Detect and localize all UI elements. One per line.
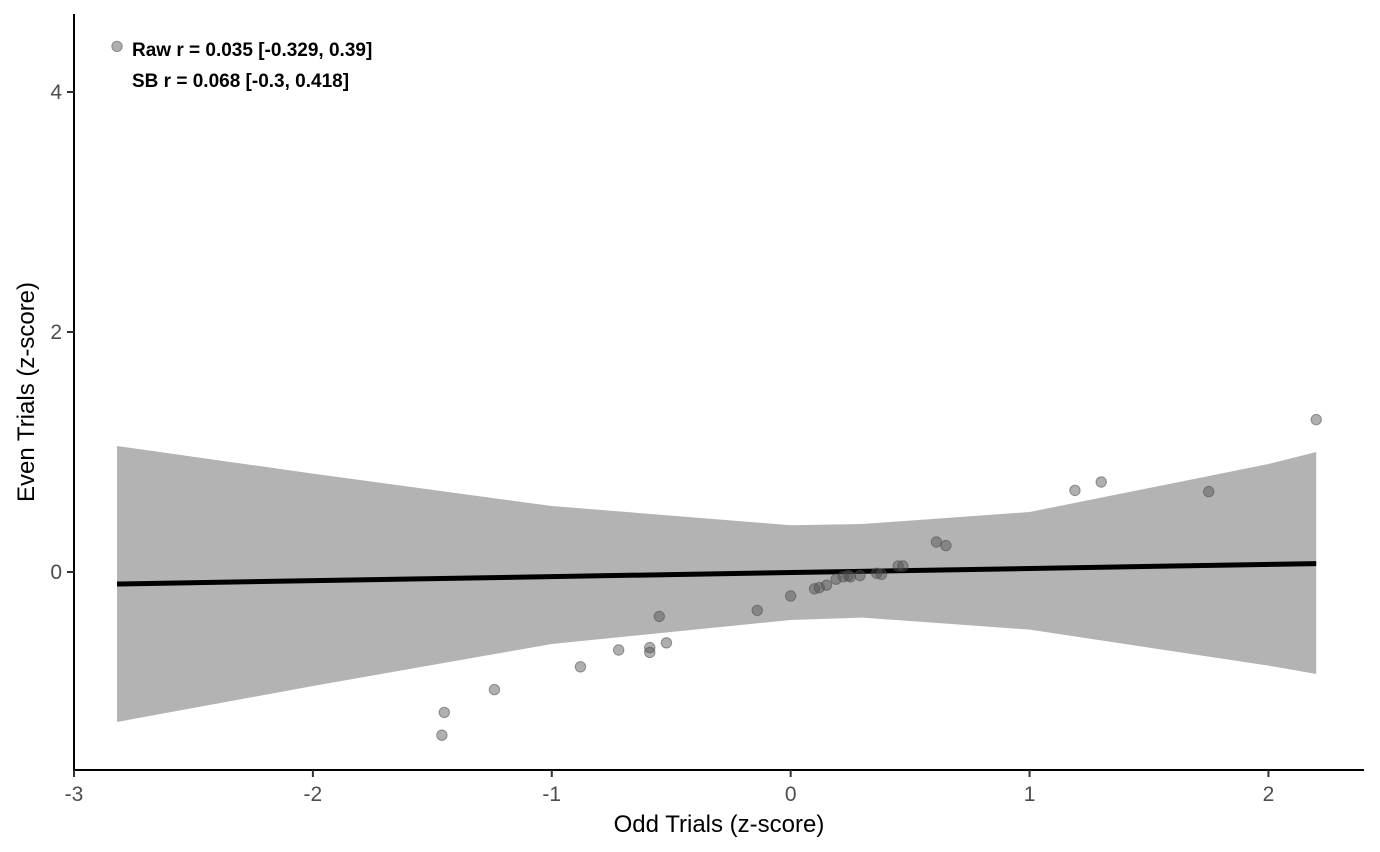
data-point [438,706,450,719]
data-point [875,568,888,581]
x-tick-label: -3 [65,783,84,806]
x-axis-title: Odd Trials (z-score) [614,811,825,838]
regression-line [116,561,1317,587]
data-point [1095,476,1107,488]
data-point [653,610,665,623]
data-point [436,729,448,741]
data-point [813,581,826,594]
y-axis-title: Even Trials (z-score) [13,282,40,502]
data-point [644,641,656,654]
data-point [784,590,797,602]
data-point [897,560,909,572]
x-ticks: -3 -2 -1 0 1 2 [65,770,1275,806]
data-point [820,579,833,591]
data-point [488,683,501,696]
axes-layer [73,14,1364,771]
x-tick-label: -1 [542,783,561,806]
x-tick-label: 0 [785,783,797,806]
annotation-raw-r: Raw r = 0.035 [-0.329, 0.39] [132,40,372,61]
data-point [1203,485,1215,498]
data-points-layer [111,40,1322,741]
x-tick-label: -2 [304,783,323,806]
regression-line-layer [116,561,1317,587]
y-tick-label: 0 [50,561,62,584]
data-point [854,569,866,582]
annotation-sb-r: SB r = 0.068 [-0.3, 0.418] [132,71,349,92]
data-point [1310,413,1322,426]
confidence-band-layer [117,446,1317,722]
data-point [1069,484,1081,497]
data-point [940,539,952,552]
y-ticks: 0 2 4 [50,81,74,584]
x-tick-label: 1 [1024,783,1036,806]
y-tick-label: 4 [50,81,62,104]
data-point [111,40,123,53]
data-point [830,573,842,585]
confidence-band [117,446,1317,722]
data-point [574,661,587,673]
y-tick-label: 2 [50,321,62,344]
data-point [751,604,763,617]
data-point [844,571,857,583]
data-point [930,536,943,548]
data-point [660,637,673,649]
x-tick-label: 2 [1263,783,1275,806]
data-point [612,644,625,656]
